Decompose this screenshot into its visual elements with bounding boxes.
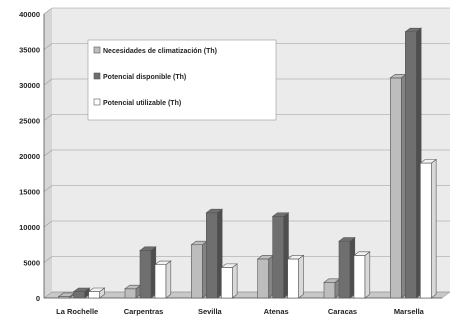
bar-side bbox=[364, 251, 371, 299]
floor bbox=[43, 291, 451, 299]
bar-side bbox=[298, 254, 304, 299]
y-tick-label: 30000 bbox=[19, 81, 40, 90]
bar-front bbox=[191, 244, 203, 299]
bar-top bbox=[205, 208, 224, 214]
x-tick-label: Marsella bbox=[394, 307, 425, 316]
bar-front bbox=[154, 264, 167, 299]
bar-front bbox=[73, 291, 85, 299]
legend: Necesidades de climatización (Th) Potenci… bbox=[87, 39, 277, 121]
bar-front bbox=[221, 267, 233, 299]
bar bbox=[419, 158, 438, 299]
bar-front bbox=[206, 212, 218, 299]
bar-front bbox=[139, 250, 152, 299]
bar-front bbox=[287, 258, 299, 299]
gridline bbox=[43, 291, 450, 299]
gridline bbox=[43, 256, 450, 263]
bar bbox=[220, 263, 239, 299]
bar-front bbox=[257, 258, 269, 299]
bar bbox=[338, 237, 356, 299]
bar-front bbox=[390, 77, 402, 299]
bars bbox=[57, 27, 438, 299]
bar-side bbox=[431, 158, 437, 299]
bar bbox=[72, 287, 91, 299]
bar-front bbox=[124, 288, 137, 299]
bar-top bbox=[87, 287, 106, 292]
y-tick-label: 25000 bbox=[19, 117, 40, 126]
bar bbox=[286, 254, 305, 299]
bar bbox=[87, 287, 106, 299]
gridline bbox=[43, 43, 450, 50]
bar bbox=[154, 260, 172, 299]
x-tick-label: Carpentras bbox=[124, 307, 164, 316]
bar bbox=[190, 240, 209, 299]
bar-top bbox=[404, 27, 423, 33]
legend-label: Potencial disponible (Th) bbox=[103, 74, 186, 81]
bar-front bbox=[88, 291, 100, 299]
gridline bbox=[43, 78, 450, 86]
axes bbox=[43, 14, 442, 299]
bar bbox=[271, 212, 290, 299]
bar-top bbox=[139, 246, 157, 251]
bar bbox=[256, 254, 275, 299]
x-tick-label: Atenas bbox=[264, 307, 289, 316]
bar bbox=[139, 246, 157, 299]
bar bbox=[124, 284, 142, 299]
legend-swatch bbox=[93, 98, 101, 106]
bar bbox=[323, 278, 341, 299]
bar-top bbox=[419, 159, 438, 164]
y-tick-label: 20000 bbox=[19, 152, 40, 161]
gridline bbox=[43, 114, 450, 121]
bar bbox=[404, 27, 423, 299]
bar-top bbox=[154, 260, 172, 265]
x-tick-label: La Rochelle bbox=[56, 307, 98, 316]
bar-front bbox=[420, 162, 432, 299]
bar-front bbox=[405, 31, 417, 299]
bar-front bbox=[353, 255, 366, 299]
bar-front bbox=[272, 216, 284, 299]
bar bbox=[205, 208, 224, 299]
gridline bbox=[43, 220, 450, 228]
axis-labels: 0 5000 10000 15000 20000 25000 30000 35000 40000… bbox=[19, 10, 425, 316]
bar-top bbox=[353, 251, 371, 256]
y-tick-label: 35000 bbox=[19, 46, 40, 55]
bar-front bbox=[323, 282, 336, 299]
gridline bbox=[43, 7, 450, 15]
legend-box bbox=[87, 39, 277, 121]
y-tick-label: 10000 bbox=[19, 223, 40, 232]
bar-top bbox=[338, 237, 356, 242]
x-tick-label: Sevilla bbox=[198, 307, 223, 316]
bar-top bbox=[271, 212, 290, 217]
legend-swatch bbox=[93, 46, 101, 54]
legend-label: Necesidades de climatización (Th) bbox=[103, 48, 217, 55]
gridline bbox=[43, 149, 450, 157]
bar-side bbox=[232, 263, 238, 299]
bar-side bbox=[165, 260, 172, 299]
legend-label: Potencial utilizable (Th) bbox=[103, 100, 181, 107]
bar bbox=[389, 73, 408, 299]
bar-top bbox=[72, 287, 91, 292]
y-tick-label: 5000 bbox=[23, 259, 40, 268]
bar bbox=[353, 251, 371, 299]
y-tick-label: 40000 bbox=[19, 10, 40, 19]
bar-top bbox=[286, 255, 305, 260]
gridline bbox=[43, 185, 450, 192]
y-tick-label: 0 bbox=[36, 294, 40, 303]
bar-front bbox=[338, 240, 351, 299]
y-tick-label: 15000 bbox=[19, 188, 40, 197]
x-tick-label: Caracas bbox=[328, 307, 357, 316]
legend-swatch bbox=[93, 72, 101, 80]
bar-top bbox=[220, 263, 239, 268]
